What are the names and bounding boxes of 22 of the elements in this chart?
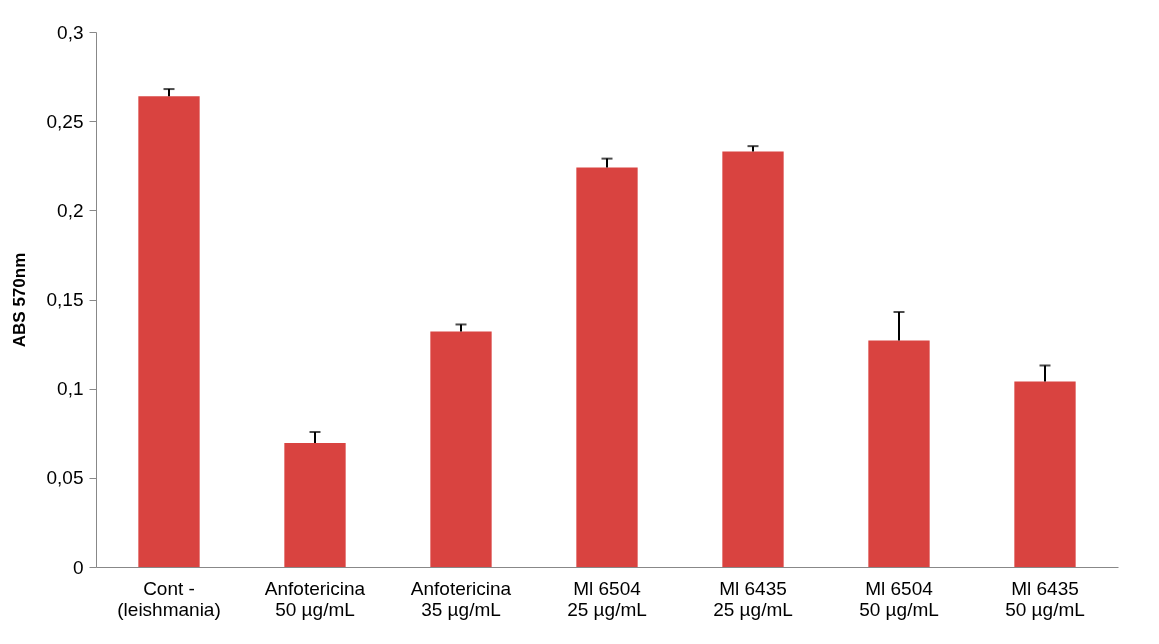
y-tick-label: 0,3 <box>57 21 84 43</box>
x-tick-label: Ml 6435 50 µg/mL <box>1005 577 1085 620</box>
x-tick-label: Ml 6435 25 µg/mL <box>713 577 793 620</box>
bar <box>284 443 346 567</box>
x-tick-label: Anfotericina 50 µg/mL <box>264 577 366 620</box>
y-tick-label: 0,25 <box>46 110 84 132</box>
x-tick-label: Ml 6504 50 µg/mL <box>859 577 939 620</box>
y-axis-title: ABS 570nm <box>9 252 29 348</box>
bar <box>430 331 492 567</box>
y-tick-label: 0,15 <box>46 289 84 310</box>
x-tick-label: Ml 6504 25 µg/mL <box>567 577 647 620</box>
x-tick-label: Cont - (leishmania) <box>117 577 221 620</box>
y-tick-label: 0,05 <box>46 467 84 489</box>
bar <box>868 340 930 567</box>
y-tick-label: 0 <box>72 556 84 578</box>
bar <box>1014 381 1076 567</box>
x-tick-label: Anfotericina 35 µg/mL <box>410 577 512 620</box>
bar <box>576 167 638 567</box>
bar <box>722 151 784 567</box>
bar <box>138 96 200 567</box>
y-tick-label: 0,2 <box>57 199 84 221</box>
y-tick-label: 0,1 <box>57 378 84 400</box>
